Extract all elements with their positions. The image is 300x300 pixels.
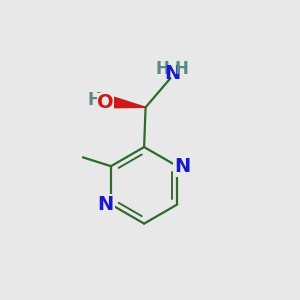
Text: N: N <box>98 195 114 214</box>
Text: H: H <box>156 60 170 78</box>
Text: N: N <box>164 64 180 83</box>
Polygon shape <box>113 97 146 108</box>
Text: H: H <box>88 91 101 109</box>
Text: O: O <box>97 93 114 112</box>
Text: N: N <box>174 157 191 176</box>
Text: H: H <box>174 60 188 78</box>
